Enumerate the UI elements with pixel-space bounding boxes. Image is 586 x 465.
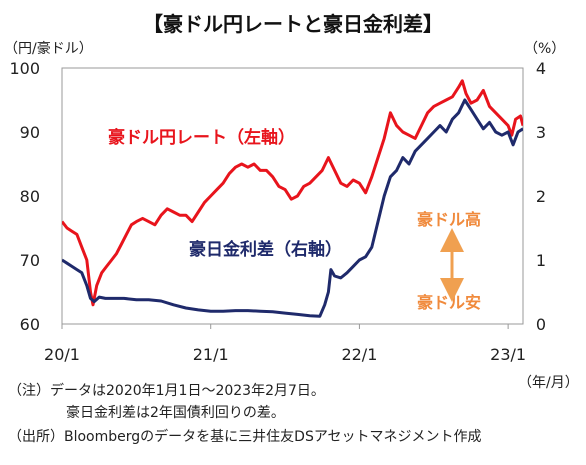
label-aud-weak: 豪ドル安 bbox=[417, 293, 481, 312]
series-line-spread bbox=[62, 98, 523, 318]
note-1: （注）データは2020年1月1日～2023年2月7日。 bbox=[8, 383, 325, 399]
plot-frame bbox=[61, 67, 524, 325]
chart-title: 【豪ドル円レートと豪日金利差】 bbox=[143, 12, 443, 36]
label-aud-jpy: 豪ドル円レート（左軸） bbox=[108, 127, 295, 148]
left-axis-unit: （円/豪ドル） bbox=[4, 41, 93, 57]
series-line-aud-jpy bbox=[62, 79, 523, 307]
x-axis-unit: （年/月） bbox=[518, 375, 579, 391]
y-right-tick-label: 2 bbox=[536, 187, 546, 206]
x-tick-label: 20/1 bbox=[44, 345, 80, 364]
right-axis-unit: （%） bbox=[524, 41, 566, 57]
series-group bbox=[62, 79, 523, 318]
y-right-tick-label: 0 bbox=[536, 315, 546, 334]
x-tick-label: 22/1 bbox=[341, 345, 377, 364]
note-2: 豪日金利差は2年国債利回りの差。 bbox=[66, 405, 285, 421]
y-right-tick-label: 1 bbox=[536, 251, 546, 270]
y-left-tick-label: 90 bbox=[20, 123, 40, 142]
label-spread: 豪日金利差（右軸） bbox=[189, 239, 342, 260]
y-left-tick-label: 100 bbox=[9, 59, 40, 78]
y-left-tick-label: 80 bbox=[20, 187, 40, 206]
y-left-tick-label: 70 bbox=[20, 251, 40, 270]
y-left-tick-label: 60 bbox=[20, 315, 40, 334]
note-source: （出所）Bloombergのデータを基に三井住友DSアセットマネジメント作成 bbox=[8, 429, 482, 445]
axis-ticks: 60 70 80 90 100 0 1 2 3 4 20/1 21/1 22/1 23/1 bbox=[9, 59, 546, 364]
x-tick-label: 21/1 bbox=[193, 345, 229, 364]
label-aud-strong: 豪ドル高 bbox=[417, 210, 481, 229]
x-tick-label: 23/1 bbox=[490, 345, 526, 364]
y-right-tick-label: 3 bbox=[536, 123, 546, 142]
y-right-tick-label: 4 bbox=[536, 59, 546, 78]
